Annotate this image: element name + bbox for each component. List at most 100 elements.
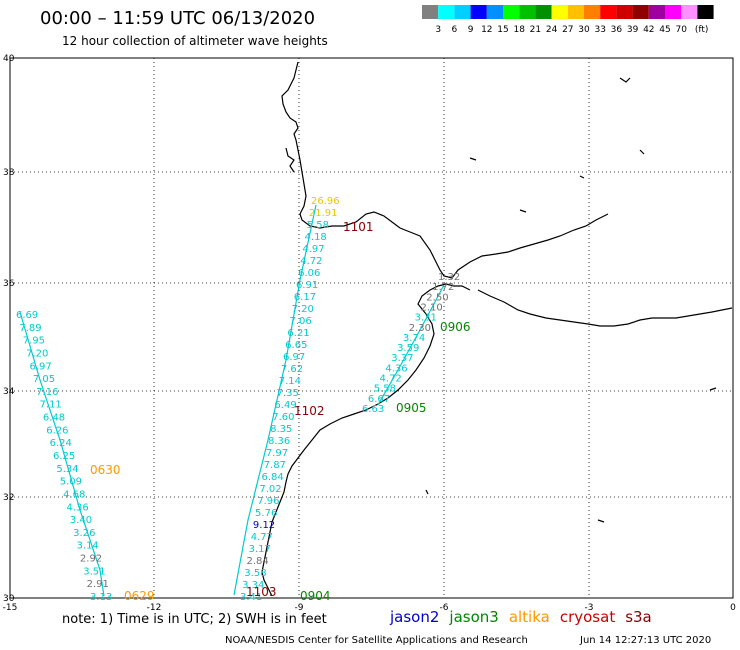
wave-height-label: 3.14 [77, 541, 99, 552]
credit-line: NOAA/NESDIS Center for Satellite Applica… [225, 635, 528, 646]
wave-height-label: 7.87 [264, 460, 286, 471]
wave-height-label: 3.13 [90, 592, 112, 603]
wave-height-label: 6.67 [368, 394, 390, 405]
colorbar-tick-label: 42 [643, 25, 654, 35]
colorbar-tick-label: 18 [513, 25, 525, 35]
wave-height-label: 7.96 [257, 496, 279, 507]
wave-height-label: 3.51 [83, 566, 105, 577]
colorbar-swatch [535, 5, 552, 19]
wave-height-label: 2.91 [87, 579, 109, 590]
wave-height-label: 7.06 [289, 316, 311, 327]
colorbar-swatch [551, 5, 568, 19]
colorbar-swatch [567, 5, 584, 19]
colorbar-tick-label: 27 [562, 25, 573, 35]
wave-height-label: 6.84 [262, 472, 284, 483]
y-tick-label: 38 [3, 168, 15, 178]
wave-height-label: 6.63 [362, 404, 384, 415]
pass-time-label: 0629 [124, 589, 155, 603]
wave-height-label: 6.21 [287, 328, 309, 339]
colorbar-swatch [681, 5, 698, 19]
colorbar-swatch [648, 5, 665, 19]
wave-height-label: 4.36 [385, 363, 407, 374]
pass-time-label: 0906 [440, 320, 471, 334]
satellite-tracks [19, 204, 445, 597]
wave-height-label: 8.35 [270, 424, 292, 435]
wave-height-label: 3.34 [242, 580, 264, 591]
wave-height-label: 7.97 [266, 448, 288, 459]
wave-height-label: 7.20 [292, 304, 314, 315]
colorbar-swatch [422, 5, 439, 19]
colorbar-tick-label: 21 [530, 25, 541, 35]
coast-portugal-spain [281, 61, 609, 279]
colorbar-tick-label: 24 [546, 25, 558, 35]
pass-time-label: 1102 [294, 404, 325, 418]
colorbar-tick-label: 36 [611, 25, 623, 35]
satellite-legend-altika: altika [508, 608, 550, 626]
wave-height-label: 5.34 [56, 464, 78, 475]
y-tick-label: 30 [3, 594, 15, 604]
colorbar-swatch [470, 5, 487, 19]
colorbar-unit: (ft) [695, 25, 709, 35]
y-tick-label: 34 [3, 387, 15, 397]
wave-height-label: 6.24 [50, 438, 72, 449]
colorbar-swatch [665, 5, 682, 19]
x-tick-label: -15 [3, 603, 18, 613]
pass-time-label: 0904 [300, 589, 331, 603]
colorbar-swatch [697, 5, 714, 19]
wave-height-label: 8.36 [268, 436, 290, 447]
wave-height-label: 26.96 [311, 196, 340, 207]
track-east-line [377, 284, 445, 406]
wave-height-label: 6.97 [283, 352, 305, 363]
satellite-legend-s3a: s3a [625, 608, 652, 626]
wave-height-label: 2.30 [409, 323, 431, 334]
map-subtitle: 12 hour collection of altimeter wave hei… [62, 34, 328, 48]
x-tick-label: 0 [730, 603, 736, 613]
x-tick-label: -3 [585, 603, 594, 613]
satellite-legend-jason2: jason2 [390, 608, 440, 626]
colorbar-swatch [616, 5, 633, 19]
wave-height-label: 5.09 [60, 477, 82, 488]
pass-time-label: 1101 [343, 220, 374, 234]
wave-height-label: 6.49 [274, 400, 296, 411]
wave-height-label: 6.25 [53, 451, 75, 462]
wave-height-label: 1.72 [432, 282, 454, 293]
wave-height-label: 6.06 [298, 268, 320, 279]
wave-height-label: 5.58 [374, 384, 396, 395]
satellite-legend-cryosat: cryosat [559, 608, 616, 626]
wave-height-label: 7.60 [272, 412, 294, 423]
y-tick-label: 40 [3, 54, 15, 64]
wave-height-label: 4.18 [305, 232, 327, 243]
y-tick-label: 32 [3, 493, 14, 503]
wave-height-label: 21.91 [309, 208, 338, 219]
colorbar-tick-label: 3 [435, 25, 441, 35]
coast-mediterranean-islands [425, 77, 717, 523]
pass-time-label: 0630 [90, 463, 121, 477]
wave-height-label: 9.12 [253, 520, 275, 531]
colorbar-swatch [438, 5, 455, 19]
colorbar-tick-label: 45 [659, 25, 670, 35]
x-tick-label: -12 [147, 603, 162, 613]
colorbar-swatch [584, 5, 601, 19]
wave-height-label: 5.76 [255, 508, 277, 519]
note-text: note: 1) Time is in UTC; 2) SWH is in fe… [62, 612, 327, 627]
colorbar-swatch [600, 5, 617, 19]
colorbar-legend: 3 6 9 12 15 18 21 24 27 30 33 36 39 42 45 70 (ft) [422, 5, 714, 35]
wave-height-label: 4.36 [66, 502, 88, 513]
wave-height-label: 7.95 [23, 336, 45, 347]
track-west-line [19, 311, 105, 597]
wave-height-label: 3.58 [244, 568, 266, 579]
wave-height-label: 7.11 [40, 400, 62, 411]
wave-height-label: 7.89 [19, 323, 41, 334]
wave-height-label: 6.91 [296, 280, 318, 291]
axis-tick-labels: -15 -12 -9 -6 -3 0 40 38 36 34 32 30 [3, 54, 736, 613]
colorbar-swatch [632, 5, 649, 19]
x-tick-label: -6 [440, 603, 449, 613]
x-tick-label: -9 [295, 603, 304, 613]
wave-height-label: 4.72 [380, 374, 402, 385]
colorbar-tick-label: 6 [452, 25, 458, 35]
colorbar-swatch [519, 5, 536, 19]
wave-height-label: 3.31 [415, 313, 437, 324]
track-middle-line [233, 204, 317, 596]
pass-time-label: 0905 [396, 401, 427, 415]
